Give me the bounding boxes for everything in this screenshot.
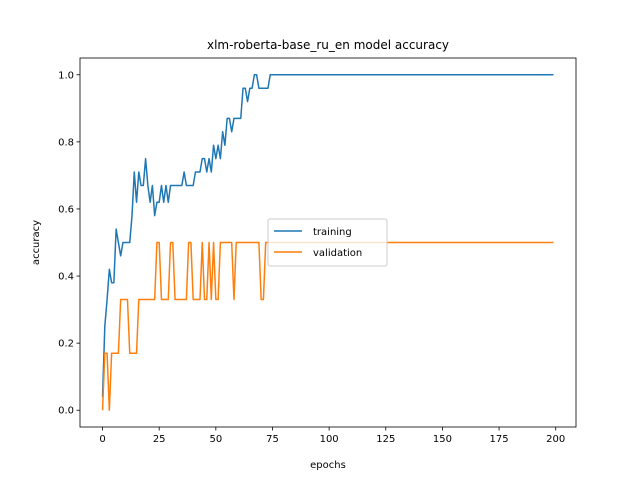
- x-axis: 0 25 50 75 100 125 150 175 200: [99, 427, 565, 445]
- x-tick-label: 150: [433, 434, 452, 445]
- series-layer: [101, 74, 554, 411]
- legend-label-training: training: [313, 227, 352, 238]
- y-tick-label: 0.8: [58, 137, 74, 148]
- x-tick-label: 125: [376, 434, 395, 445]
- series-line-validation: [101, 241, 554, 411]
- x-tick-label: 50: [209, 434, 222, 445]
- series-line-training: [101, 74, 554, 397]
- x-tick-label: 25: [153, 434, 166, 445]
- y-axis: 0.0 0.2 0.4 0.6 0.8 1.0: [58, 70, 80, 417]
- x-tick-label: 75: [266, 434, 279, 445]
- y-tick-label: 0.2: [58, 339, 74, 350]
- x-tick-label: 0: [99, 434, 105, 445]
- x-tick-label: 175: [490, 434, 509, 445]
- y-axis-title: accuracy: [31, 220, 42, 265]
- y-tick-label: 1.0: [58, 70, 74, 81]
- plot-frame: [79, 57, 577, 428]
- y-tick-label: 0.4: [58, 272, 74, 283]
- x-tick-label: 100: [320, 434, 339, 445]
- y-tick-label: 0.0: [58, 406, 74, 417]
- chart-title: xlm-roberta-base_ru_en model accuracy: [207, 38, 449, 52]
- x-tick-label: 200: [546, 434, 565, 445]
- x-axis-title: epochs: [310, 460, 346, 471]
- y-tick-label: 0.6: [58, 204, 74, 215]
- legend: training validation: [267, 218, 388, 267]
- legend-label-validation: validation: [313, 248, 362, 259]
- plot-area: [79, 57, 577, 428]
